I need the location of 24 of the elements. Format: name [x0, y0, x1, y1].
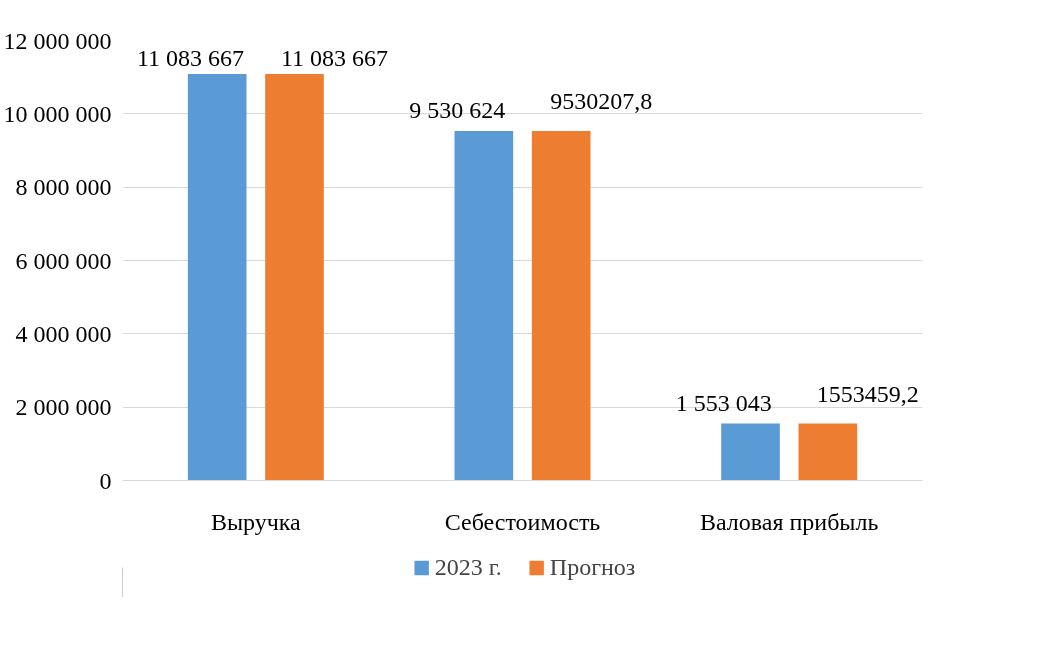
- x-tick-label: Себестоимость: [444, 508, 601, 535]
- bar: [454, 131, 514, 481]
- bar: [265, 74, 324, 481]
- data-label: 9530207,8: [550, 88, 653, 115]
- data-label: 9 530 624: [409, 97, 506, 124]
- y-tick-label: 8 000 000: [15, 174, 112, 201]
- data-label: 11 083 667: [136, 44, 245, 71]
- y-tick-label: 12 000 000: [3, 27, 112, 54]
- bar: [721, 423, 780, 481]
- bar: [531, 131, 591, 481]
- y-tick-label: 4 000 000: [15, 320, 112, 347]
- y-tick-label: 2 000 000: [15, 394, 112, 421]
- y-tick-label: 10 000 000: [3, 100, 112, 127]
- data-label: 1 553 043: [675, 389, 772, 416]
- legend-label: Прогноз: [549, 553, 636, 581]
- data-label: 11 083 667: [280, 44, 389, 71]
- y-tick-label: 6 000 000: [15, 247, 112, 274]
- x-tick-label: Валовая прибыль: [699, 508, 879, 535]
- legend-label: 2023 г.: [434, 553, 502, 581]
- bar: [798, 423, 858, 481]
- bar: [187, 74, 247, 481]
- y-tick-label: 0: [99, 467, 112, 494]
- data-label: 1553459,2: [816, 380, 919, 407]
- x-tick-label: Выручка: [210, 508, 302, 535]
